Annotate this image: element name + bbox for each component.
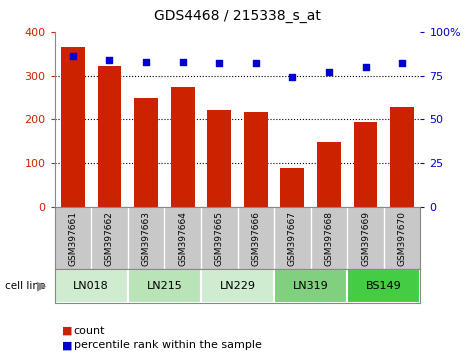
Text: GSM397663: GSM397663 (142, 211, 151, 266)
Bar (171, 87, 195, 207)
Text: GSM397668: GSM397668 (324, 211, 333, 266)
Bar (61, 47, 85, 207)
Text: GSM397664: GSM397664 (178, 211, 187, 266)
Point (362, 64, 370, 70)
Point (179, 59, 186, 64)
Text: LN018: LN018 (73, 281, 109, 291)
Point (325, 69, 332, 75)
Bar (97, 66, 122, 207)
Bar (201, 269, 274, 303)
Bar (134, 98, 158, 207)
Text: ▶: ▶ (38, 279, 47, 292)
Bar (317, 142, 341, 207)
Point (69, 53, 77, 59)
Text: count: count (74, 326, 105, 336)
Text: ■: ■ (62, 340, 72, 350)
Bar (390, 107, 414, 207)
Text: GSM397661: GSM397661 (68, 211, 77, 266)
Text: GSM397670: GSM397670 (398, 211, 407, 266)
Bar (207, 110, 231, 207)
Bar (353, 122, 378, 207)
Bar (128, 269, 201, 303)
Point (252, 61, 259, 66)
Bar (55, 269, 128, 303)
Point (142, 59, 150, 64)
Point (105, 57, 113, 63)
Text: LN229: LN229 (219, 281, 256, 291)
Text: GSM397666: GSM397666 (251, 211, 260, 266)
Text: LN215: LN215 (146, 281, 182, 291)
Text: GSM397662: GSM397662 (105, 211, 114, 266)
Bar (280, 168, 304, 207)
Bar (347, 269, 420, 303)
Text: cell line: cell line (5, 281, 45, 291)
Text: percentile rank within the sample: percentile rank within the sample (74, 340, 262, 350)
Text: LN319: LN319 (293, 281, 329, 291)
Bar (274, 269, 347, 303)
Text: ■: ■ (62, 326, 72, 336)
Text: GSM397669: GSM397669 (361, 211, 370, 266)
Point (289, 75, 296, 80)
Text: GSM397667: GSM397667 (288, 211, 297, 266)
Text: BS149: BS149 (366, 281, 402, 291)
Text: GDS4468 / 215338_s_at: GDS4468 / 215338_s_at (154, 9, 321, 23)
Bar (244, 112, 268, 207)
Text: GSM397665: GSM397665 (215, 211, 224, 266)
Point (216, 61, 223, 66)
Point (398, 61, 406, 66)
